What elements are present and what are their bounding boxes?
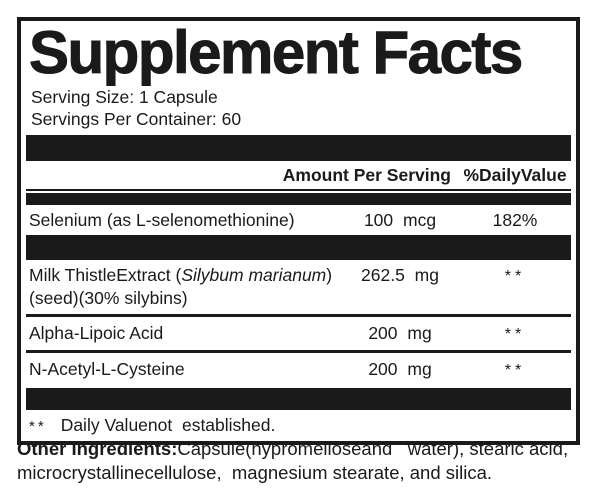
- ingredient-name-line1: Milk ThistleExtract (Silybum marianum): [29, 264, 341, 287]
- ingredient-daily-value: **: [504, 268, 526, 286]
- serving-size-text: Serving Size: 1 Capsule: [31, 86, 218, 107]
- column-header-row: Amount Per Serving %DailyValue: [26, 161, 571, 191]
- ingredient-row-nac: N-Acetyl-L-Cysteine 200 mg **: [26, 349, 571, 386]
- ingredient-name-text: Milk ThistleExtract (: [29, 265, 182, 286]
- ingredient-daily-value: 182%: [492, 209, 538, 230]
- ingredient-name: Milk ThistleExtract (Silybum marianum) (…: [26, 264, 341, 310]
- ingredient-daily-value: **: [504, 325, 526, 343]
- ingredient-scientific-name: Silybum marianum: [181, 265, 327, 286]
- divider-bar-thin: [26, 192, 571, 205]
- ingredient-row-alpha-lipoic: Alpha-Lipoic Acid 200 mg **: [26, 313, 571, 350]
- ingredient-name-line2: (seed)(30% silybins): [29, 288, 188, 309]
- ingredient-row-milk-thistle: Milk ThistleExtract (Silybum marianum) (…: [26, 260, 571, 314]
- ingredient-amount: 100 mcg: [363, 209, 437, 230]
- other-ingredients-paragraph: Other Ingredients:Capsule(hypromellosean…: [17, 437, 583, 486]
- ingredient-name: Selenium (as L-selenomethionine): [29, 209, 295, 230]
- divider-bar-top: [26, 134, 571, 161]
- daily-value-footnote: ** Daily Valuenot established.: [26, 410, 571, 439]
- ingredient-amount: 200 mg: [368, 358, 432, 379]
- supplement-facts-panel: Supplement Facts Serving Size: 1 Capsule…: [17, 17, 580, 446]
- footnote-marker: **: [29, 418, 47, 436]
- other-ingredients-label: Other Ingredients:: [17, 438, 178, 459]
- daily-value-header: %DailyValue: [463, 164, 567, 185]
- ingredient-row-selenium: Selenium (as L-selenomethionine) 100 mcg…: [26, 205, 571, 236]
- ingredient-name: N-Acetyl-L-Cysteine: [29, 358, 185, 379]
- amount-per-serving-header: Amount Per Serving: [282, 164, 451, 185]
- ingredient-amount: 200 mg: [368, 322, 432, 343]
- ingredient-name-close: ): [326, 265, 333, 286]
- ingredient-daily-value: **: [504, 361, 526, 379]
- divider-bar-middle: [26, 235, 571, 261]
- footnote-text: Daily Valuenot established.: [60, 415, 276, 436]
- servings-per-container-text: Servings Per Container: 60: [31, 108, 242, 129]
- other-ingredients-text: Capsule(hypromelloseand water), stearic …: [17, 438, 574, 484]
- divider-bar-bottom: [26, 388, 571, 411]
- panel-title: Supplement Facts: [29, 19, 524, 86]
- ingredient-amount: 262.5 mg: [361, 265, 439, 286]
- ingredient-name: Alpha-Lipoic Acid: [29, 322, 164, 343]
